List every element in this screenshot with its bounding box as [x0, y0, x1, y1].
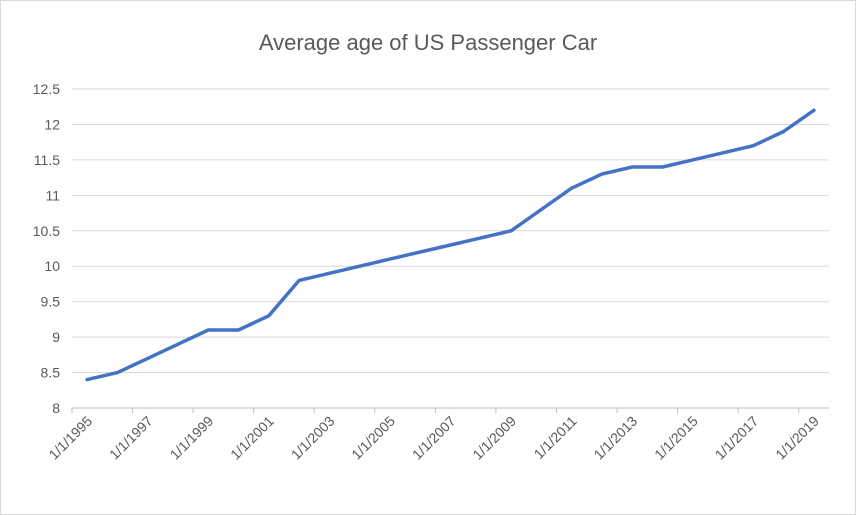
y-tick-label: 10.5 — [33, 223, 60, 239]
data-point — [267, 314, 271, 318]
x-tick-label: 1/1/2015 — [651, 413, 701, 463]
data-point — [691, 158, 695, 162]
data-point — [751, 144, 755, 148]
x-tick-label: 1/1/2013 — [590, 413, 640, 463]
chart-title: Average age of US Passenger Car — [259, 30, 597, 55]
data-point — [479, 236, 483, 240]
x-tick-label: 1/1/2005 — [348, 413, 398, 463]
data-point — [358, 264, 362, 268]
data-point — [146, 356, 150, 360]
y-axis-ticks: 8 8.5 9 9.5 10 10.5 11 11.5 12 12.5 — [33, 81, 60, 416]
x-tick-label: 1/1/2001 — [227, 413, 277, 463]
data-point — [418, 250, 422, 254]
y-tick-label: 9.5 — [41, 294, 61, 310]
x-tick-label: 1/1/2017 — [712, 413, 762, 463]
y-tick-label: 11.5 — [34, 152, 60, 168]
data-point — [570, 186, 574, 190]
x-tick-label: 1/1/2011 — [531, 413, 580, 462]
x-tick-label: 1/1/1995 — [45, 413, 95, 463]
data-point — [206, 328, 210, 332]
x-tick-label: 1/1/1999 — [167, 413, 217, 463]
data-point — [85, 378, 89, 382]
data-point — [721, 151, 725, 155]
y-tick-label: 12 — [44, 116, 60, 132]
data-point — [327, 271, 331, 275]
data-point — [509, 229, 513, 233]
data-point — [600, 172, 604, 176]
x-tick-label: 1/1/2007 — [409, 413, 459, 463]
data-point — [237, 328, 241, 332]
data-point — [388, 257, 392, 261]
x-axis: 1/1/1995 1/1/1997 1/1/1999 1/1/2001 1/1/2003… — [45, 407, 829, 463]
x-tick-label: 1/1/2003 — [288, 413, 338, 463]
y-tick-label: 12.5 — [33, 81, 60, 97]
data-point — [176, 342, 180, 346]
data-point — [297, 278, 301, 282]
gridlines — [72, 88, 829, 374]
x-tick-label: 1/1/1997 — [106, 413, 156, 463]
data-point — [812, 108, 816, 112]
data-point — [630, 165, 634, 169]
y-tick-label: 8 — [52, 400, 60, 416]
y-tick-label: 11 — [45, 187, 60, 203]
y-tick-label: 10 — [44, 258, 60, 274]
x-tick-label: 1/1/2019 — [772, 413, 822, 463]
data-point — [539, 208, 543, 212]
y-tick-label: 9 — [52, 329, 60, 345]
x-tick-label: 1/1/2009 — [469, 413, 519, 463]
data-point — [660, 165, 664, 169]
data-point — [449, 243, 452, 247]
series-layer — [85, 108, 816, 382]
data-point — [115, 371, 119, 375]
data-point — [782, 130, 786, 134]
y-tick-label: 8.5 — [41, 365, 61, 381]
